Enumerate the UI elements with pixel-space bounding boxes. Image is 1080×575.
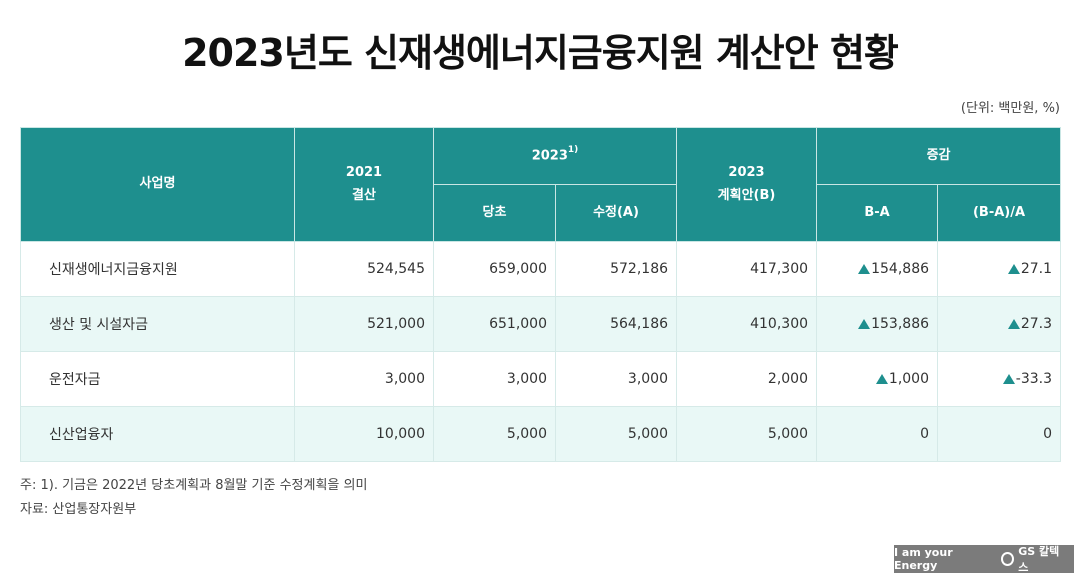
cell-diff: 154,886 (816, 241, 939, 297)
cell-ratio-value: 27.1 (1020, 261, 1053, 277)
cell-name: 운전자금 (20, 351, 295, 407)
cell-original: 3,000 (433, 351, 556, 407)
cell-diff: 1,000 (816, 351, 939, 407)
header-change: 증감 (816, 127, 1062, 185)
cell-2021: 10,000 (294, 406, 434, 462)
cell-original: 5,000 (433, 406, 556, 462)
cell-diff-value: 153,886 (871, 316, 930, 332)
table-row: 운전자금 3,000 3,000 3,000 2,000 1,000 -33.3 (20, 351, 1062, 407)
cell-original: 659,000 (433, 241, 556, 297)
gs-logo-icon (1000, 552, 1015, 566)
cell-ratio-value: 27.3 (1020, 316, 1053, 332)
cell-diff: 0 (816, 406, 939, 462)
cell-ratio: 27.1 (937, 241, 1062, 297)
triangle-up-icon (875, 374, 888, 384)
cell-revised: 564,186 (554, 296, 678, 352)
cell-2021: 3,000 (294, 351, 434, 407)
cell-name: 신산업융자 (20, 406, 295, 462)
table-row: 신재생에너지금융지원 524,545 659,000 572,186 417,300 15… (20, 241, 1062, 297)
cell-revised: 5,000 (554, 406, 678, 462)
header-2021: 2021 결산 (294, 127, 434, 242)
header-plan-label: 계획안(B) (717, 187, 776, 203)
cell-revised: 572,186 (554, 241, 678, 297)
cell-2021: 524,545 (294, 241, 434, 297)
table-row: 신산업융자 10,000 5,000 5,000 5,000 0 0 (20, 406, 1062, 462)
cell-ratio: 0 (937, 406, 1062, 462)
footnote: 주: 1). 기금은 2022년 당초계획과 8월말 기준 수정계획을 의미 (20, 478, 368, 493)
notes: 주: 1). 기금은 2022년 당초계획과 8월말 기준 수정계획을 의미 자… (20, 474, 367, 522)
triangle-up-icon (858, 264, 871, 274)
header-2023-footnote: 1) (567, 144, 579, 155)
header-plan-year: 2023 (728, 165, 765, 181)
cell-ratio: -33.3 (937, 351, 1062, 407)
cell-plan: 417,300 (676, 241, 818, 297)
header-plan: 2023 계획안(B) (676, 127, 818, 242)
triangle-up-icon (858, 319, 871, 329)
cell-diff: 153,886 (816, 296, 939, 352)
cell-original: 651,000 (433, 296, 556, 352)
header-2023-year: 2023 (531, 148, 568, 164)
cell-revised: 3,000 (554, 351, 678, 407)
budget-table: 사업명 2021 결산 20231) 2023 계획안(B) 증감 당초 수정(… (20, 127, 1062, 462)
header-revised: 수정(A) (554, 184, 678, 242)
cell-ratio: 27.3 (937, 296, 1062, 352)
header-name: 사업명 (20, 127, 295, 242)
header-original: 당초 (433, 184, 556, 242)
triangle-up-icon (1002, 374, 1015, 384)
source: 자료: 산업통장자원부 (20, 502, 137, 517)
table-body: 신재생에너지금융지원 524,545 659,000 572,186 417,300 15… (20, 241, 1062, 462)
triangle-up-icon (1007, 319, 1020, 329)
brand-logo-text: GS 칼텍스 (1018, 545, 1060, 574)
header-2021-year: 2021 (345, 165, 383, 181)
unit-label: (단위: 백만원, %) (960, 101, 1060, 116)
cell-plan: 2,000 (676, 351, 818, 407)
header-2023: 20231) (432, 127, 678, 185)
triangle-up-icon (1007, 264, 1020, 274)
cell-diff-value: 0 (920, 426, 930, 442)
header-ratio: (B-A)/A (937, 184, 1062, 242)
brand-banner: I am your Energy GS 칼텍스 (894, 545, 1074, 574)
cell-ratio-value: 0 (1043, 426, 1053, 442)
cell-name: 신재생에너지금융지원 (20, 241, 295, 297)
cell-plan: 410,300 (676, 296, 818, 352)
brand-slogan: I am your Energy (894, 546, 953, 572)
cell-diff-value: 154,886 (871, 261, 930, 277)
page-title: 2023년도 신재생에너지금융지원 계산안 현황 (182, 31, 899, 75)
header-2021-label: 결산 (352, 187, 376, 203)
cell-ratio-value: -33.3 (1015, 371, 1053, 387)
header-diff: B-A (816, 184, 939, 242)
table-row: 생산 및 시설자금 521,000 651,000 564,186 410,300 153… (20, 296, 1062, 352)
cell-diff-value: 1,000 (888, 371, 930, 387)
cell-2021: 521,000 (294, 296, 434, 352)
cell-name: 생산 및 시설자금 (20, 296, 295, 352)
cell-plan: 5,000 (676, 406, 818, 462)
